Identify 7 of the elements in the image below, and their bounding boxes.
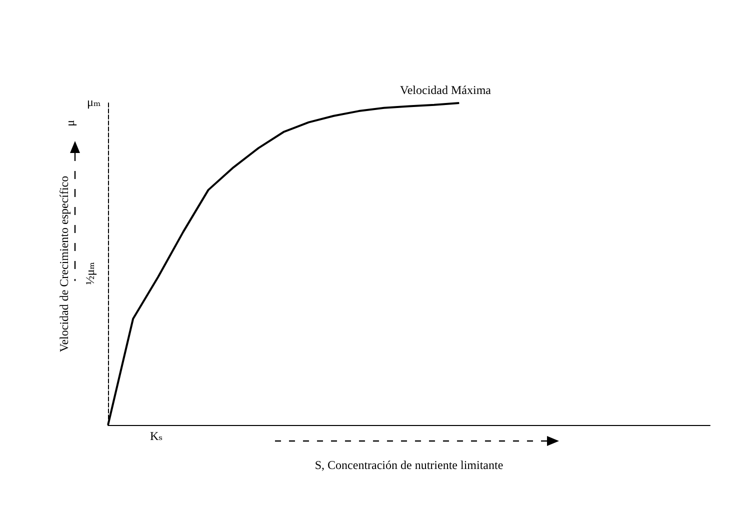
text: Kₛ xyxy=(150,429,163,443)
text: ½μₘ xyxy=(83,262,97,285)
x-axis-title: S, Concentración de nutriente limitante xyxy=(314,458,504,472)
text: μₘ xyxy=(87,95,101,109)
text: Velocidad Máxima xyxy=(400,83,492,97)
text: μ xyxy=(63,120,77,126)
y-axis-title: Velocidad de Crecimiento específico xyxy=(57,176,71,352)
